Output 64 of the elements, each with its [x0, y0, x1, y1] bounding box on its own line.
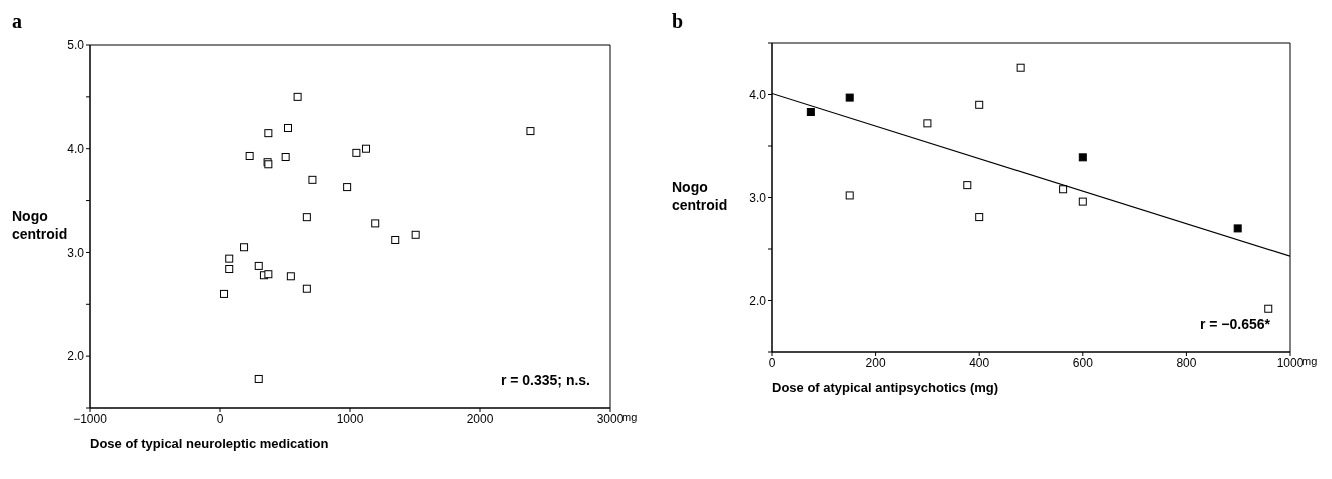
point [293, 92, 302, 101]
point [254, 374, 263, 383]
point [1016, 63, 1025, 72]
point [975, 100, 984, 109]
y-tick-label: 4.0 [67, 141, 85, 156]
x-tick-label: 1000 [336, 411, 364, 426]
point [963, 181, 972, 190]
point [391, 235, 400, 244]
x-tick-label: 200 [865, 355, 886, 370]
point [1078, 153, 1087, 162]
chart-title: a [12, 10, 22, 33]
y-tick-label: 3.0 [749, 190, 767, 205]
y-axis-title: Nogo centroid [672, 177, 728, 214]
x-tick-label: 800 [1176, 355, 1197, 370]
point [220, 289, 229, 298]
x-tick-label: 600 [1072, 355, 1094, 370]
y-tick-label: 3.0 [67, 245, 85, 260]
x-tick-label: 0 [216, 411, 224, 426]
point [352, 148, 361, 157]
y-tick-label: 2.0 [67, 349, 85, 364]
point [302, 213, 311, 222]
point [1078, 197, 1087, 206]
point [281, 153, 290, 162]
y-tick-label: 5.0 [67, 38, 85, 53]
x-tick-label: 2000 [466, 411, 494, 426]
x-tick-label: −1000 [73, 411, 108, 426]
x-tick-label: 0 [768, 355, 776, 370]
text: mg [1302, 355, 1318, 367]
text: mg [622, 411, 638, 423]
annotation: r = −0.656* [1199, 316, 1270, 332]
point [806, 108, 815, 117]
point [225, 254, 234, 263]
point [845, 191, 854, 200]
point [923, 119, 932, 128]
point [411, 230, 420, 239]
point [1264, 304, 1273, 313]
x-tick-label: 3000 [596, 411, 624, 426]
point [361, 144, 370, 153]
point [371, 219, 380, 228]
x-tick-label: 1000 [1276, 355, 1304, 370]
point [308, 175, 317, 184]
annotation: r = 0.335; n.s. [500, 372, 590, 388]
point [225, 265, 234, 274]
y-axis-title: Nogo centroid [12, 206, 68, 243]
point [975, 213, 984, 222]
point [1233, 224, 1242, 233]
x-axis-title: Dose of typical neuroleptic medication [90, 436, 329, 451]
point [343, 183, 352, 192]
point [286, 272, 295, 281]
point [845, 93, 854, 102]
y-tick-label: 4.0 [749, 87, 767, 102]
x-axis-title: Dose of atypical antipsychotics (mg) [772, 380, 999, 395]
point [526, 127, 535, 136]
point [302, 284, 311, 293]
point [240, 243, 249, 252]
point [264, 129, 273, 138]
point [245, 151, 254, 160]
point [283, 123, 292, 132]
y-tick-label: 2.0 [749, 293, 767, 308]
point [264, 270, 273, 279]
point [254, 261, 263, 270]
x-tick-label: 400 [969, 355, 990, 370]
chart-title: b [672, 10, 684, 33]
point [1059, 185, 1068, 194]
